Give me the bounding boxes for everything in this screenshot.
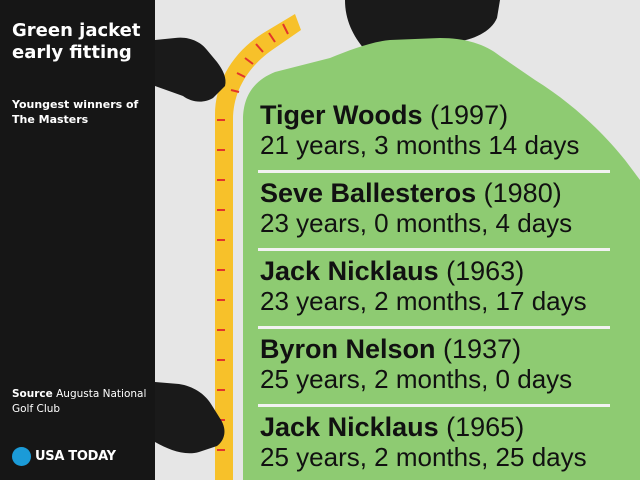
- winner-year: (1965): [446, 412, 525, 442]
- winner-row: Jack Nicklaus (1963) 23 years, 2 months,…: [258, 256, 610, 334]
- source-label: Source: [12, 388, 53, 400]
- winner-name: Byron Nelson: [260, 334, 436, 364]
- row-divider: [258, 326, 610, 329]
- winners-list: Tiger Woods (1997) 21 years, 3 months 14…: [258, 100, 610, 480]
- winner-name: Tiger Woods: [260, 100, 423, 130]
- hand-top-icon: [155, 37, 226, 102]
- tape-marks: [217, 23, 289, 451]
- green-jacket-icon: [243, 38, 640, 480]
- winner-age: 23 years, 2 months, 17 days: [260, 286, 587, 316]
- usa-today-dot-icon: [12, 446, 31, 466]
- winner-year: (1980): [483, 178, 562, 208]
- brand-logo: USA TODAY: [12, 446, 116, 466]
- page-title: Green jacket early fitting: [12, 20, 141, 63]
- winner-row: Seve Ballesteros (1980) 23 years, 0 mont…: [258, 178, 610, 256]
- winner-year: (1937): [443, 334, 522, 364]
- row-divider: [258, 170, 610, 173]
- winner-row: Tiger Woods (1997) 21 years, 3 months 14…: [258, 100, 610, 178]
- winner-name: Jack Nicklaus: [260, 412, 439, 442]
- winner-year: (1997): [430, 100, 509, 130]
- winner-name: Seve Ballesteros: [260, 178, 477, 208]
- row-divider: [258, 404, 610, 407]
- winner-year: (1963): [446, 256, 525, 286]
- winner-row: Jack Nicklaus (1965) 25 years, 2 months,…: [260, 412, 610, 480]
- page-subtitle: Youngest winners of The Masters: [12, 98, 139, 126]
- winner-row: Byron Nelson (1937) 25 years, 2 months, …: [258, 334, 610, 412]
- illustration-svg: [155, 0, 640, 480]
- winner-age: 25 years, 2 months, 0 days: [260, 364, 573, 394]
- winner-age: 23 years, 0 months, 4 days: [260, 208, 573, 238]
- winner-age: 25 years, 2 months, 25 days: [260, 442, 587, 472]
- source-credit: Source Augusta National Golf Club: [12, 387, 152, 417]
- winner-name: Jack Nicklaus: [260, 256, 439, 286]
- brand-text: USA TODAY: [35, 448, 116, 464]
- hand-bottom-icon: [155, 382, 225, 454]
- row-divider: [258, 248, 610, 251]
- sidebar-panel: Green jacket early fitting Youngest winn…: [0, 0, 155, 480]
- illustration: [155, 0, 640, 480]
- source-text: Augusta National Golf Club: [12, 388, 147, 415]
- winner-age: 21 years, 3 months 14 days: [260, 130, 580, 160]
